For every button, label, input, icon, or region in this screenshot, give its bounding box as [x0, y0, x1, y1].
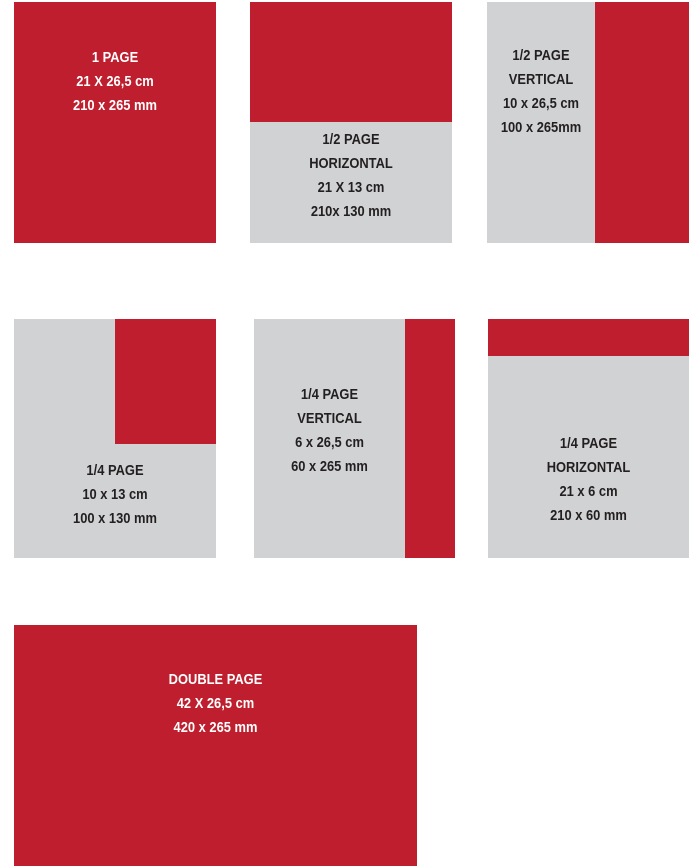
quarter-vertical-orientation: VERTICAL: [297, 410, 362, 427]
quarter-vertical-ad-area: [405, 319, 455, 558]
half-horizontal-title: 1/2 PAGE: [322, 131, 380, 148]
quarter-title: 1/4 PAGE: [86, 462, 144, 479]
half-vertical-size-mm: 100 x 265mm: [500, 119, 582, 136]
half-vertical-label: 1/2 PAGE VERTICAL 10 x 26,5 cm 100 x 265…: [495, 44, 588, 140]
half-vertical-size-cm: 10 x 26,5 cm: [502, 95, 580, 112]
double-page-label: DOUBLE PAGE 42 X 26,5 cm 420 x 265 mm: [42, 668, 389, 740]
quarter-vertical-title: 1/4 PAGE: [300, 386, 359, 403]
quarter-horizontal-label: 1/4 PAGE HORIZONTAL 21 x 6 cm 210 x 60 m…: [502, 432, 675, 528]
quarter-horizontal-orientation: HORIZONTAL: [546, 459, 631, 476]
half-horizontal-ad-area: [250, 2, 452, 122]
half-horizontal-size-mm: 210x 130 mm: [310, 203, 392, 220]
full-page-format: 1 PAGE 21 X 26,5 cm 210 x 265 mm: [14, 2, 216, 243]
quarter-horizontal-size-mm: 210 x 60 mm: [550, 507, 627, 524]
full-page-label: 1 PAGE 21 X 26,5 cm 210 x 265 mm: [28, 46, 202, 118]
full-page-title: 1 PAGE: [91, 49, 139, 66]
double-page-size-cm: 42 X 26,5 cm: [176, 695, 255, 712]
double-page-title: DOUBLE PAGE: [168, 671, 263, 688]
quarter-vertical-label: 1/4 PAGE VERTICAL 6 x 26,5 cm 60 x 265 m…: [265, 383, 395, 479]
half-vertical-format: 1/2 PAGE VERTICAL 10 x 26,5 cm 100 x 265…: [487, 2, 689, 243]
quarter-ad-area: [115, 319, 216, 444]
full-page-size-mm: 210 x 265 mm: [73, 97, 157, 114]
quarter-horizontal-title: 1/4 PAGE: [559, 435, 618, 452]
quarter-format: 1/4 PAGE 10 x 13 cm 100 x 130 mm: [14, 319, 216, 558]
half-horizontal-orientation: HORIZONTAL: [309, 155, 393, 172]
half-horizontal-format: 1/2 PAGE HORIZONTAL 21 X 13 cm 210x 130 …: [250, 2, 452, 243]
quarter-horizontal-size-cm: 21 x 6 cm: [559, 483, 618, 500]
full-page-size-cm: 21 X 26,5 cm: [76, 73, 154, 90]
quarter-vertical-size-mm: 60 x 265 mm: [291, 458, 368, 475]
quarter-size-mm: 100 x 130 mm: [73, 510, 157, 527]
quarter-label: 1/4 PAGE 10 x 13 cm 100 x 130 mm: [28, 459, 202, 531]
half-vertical-title: 1/2 PAGE: [512, 47, 570, 64]
quarter-horizontal-ad-area: [488, 319, 689, 356]
quarter-horizontal-format: 1/4 PAGE HORIZONTAL 21 x 6 cm 210 x 60 m…: [488, 319, 689, 558]
double-page-format: DOUBLE PAGE 42 X 26,5 cm 420 x 265 mm: [14, 625, 417, 866]
half-horizontal-size-cm: 21 X 13 cm: [317, 179, 385, 196]
quarter-vertical-format: 1/4 PAGE VERTICAL 6 x 26,5 cm 60 x 265 m…: [254, 319, 455, 558]
double-page-size-mm: 420 x 265 mm: [173, 719, 258, 736]
quarter-vertical-size-cm: 6 x 26,5 cm: [295, 434, 364, 451]
half-vertical-ad-area: [595, 2, 689, 243]
half-vertical-orientation: VERTICAL: [508, 71, 574, 88]
quarter-size-cm: 10 x 13 cm: [82, 486, 148, 503]
half-horizontal-label: 1/2 PAGE HORIZONTAL 21 X 13 cm 210x 130 …: [264, 128, 438, 224]
